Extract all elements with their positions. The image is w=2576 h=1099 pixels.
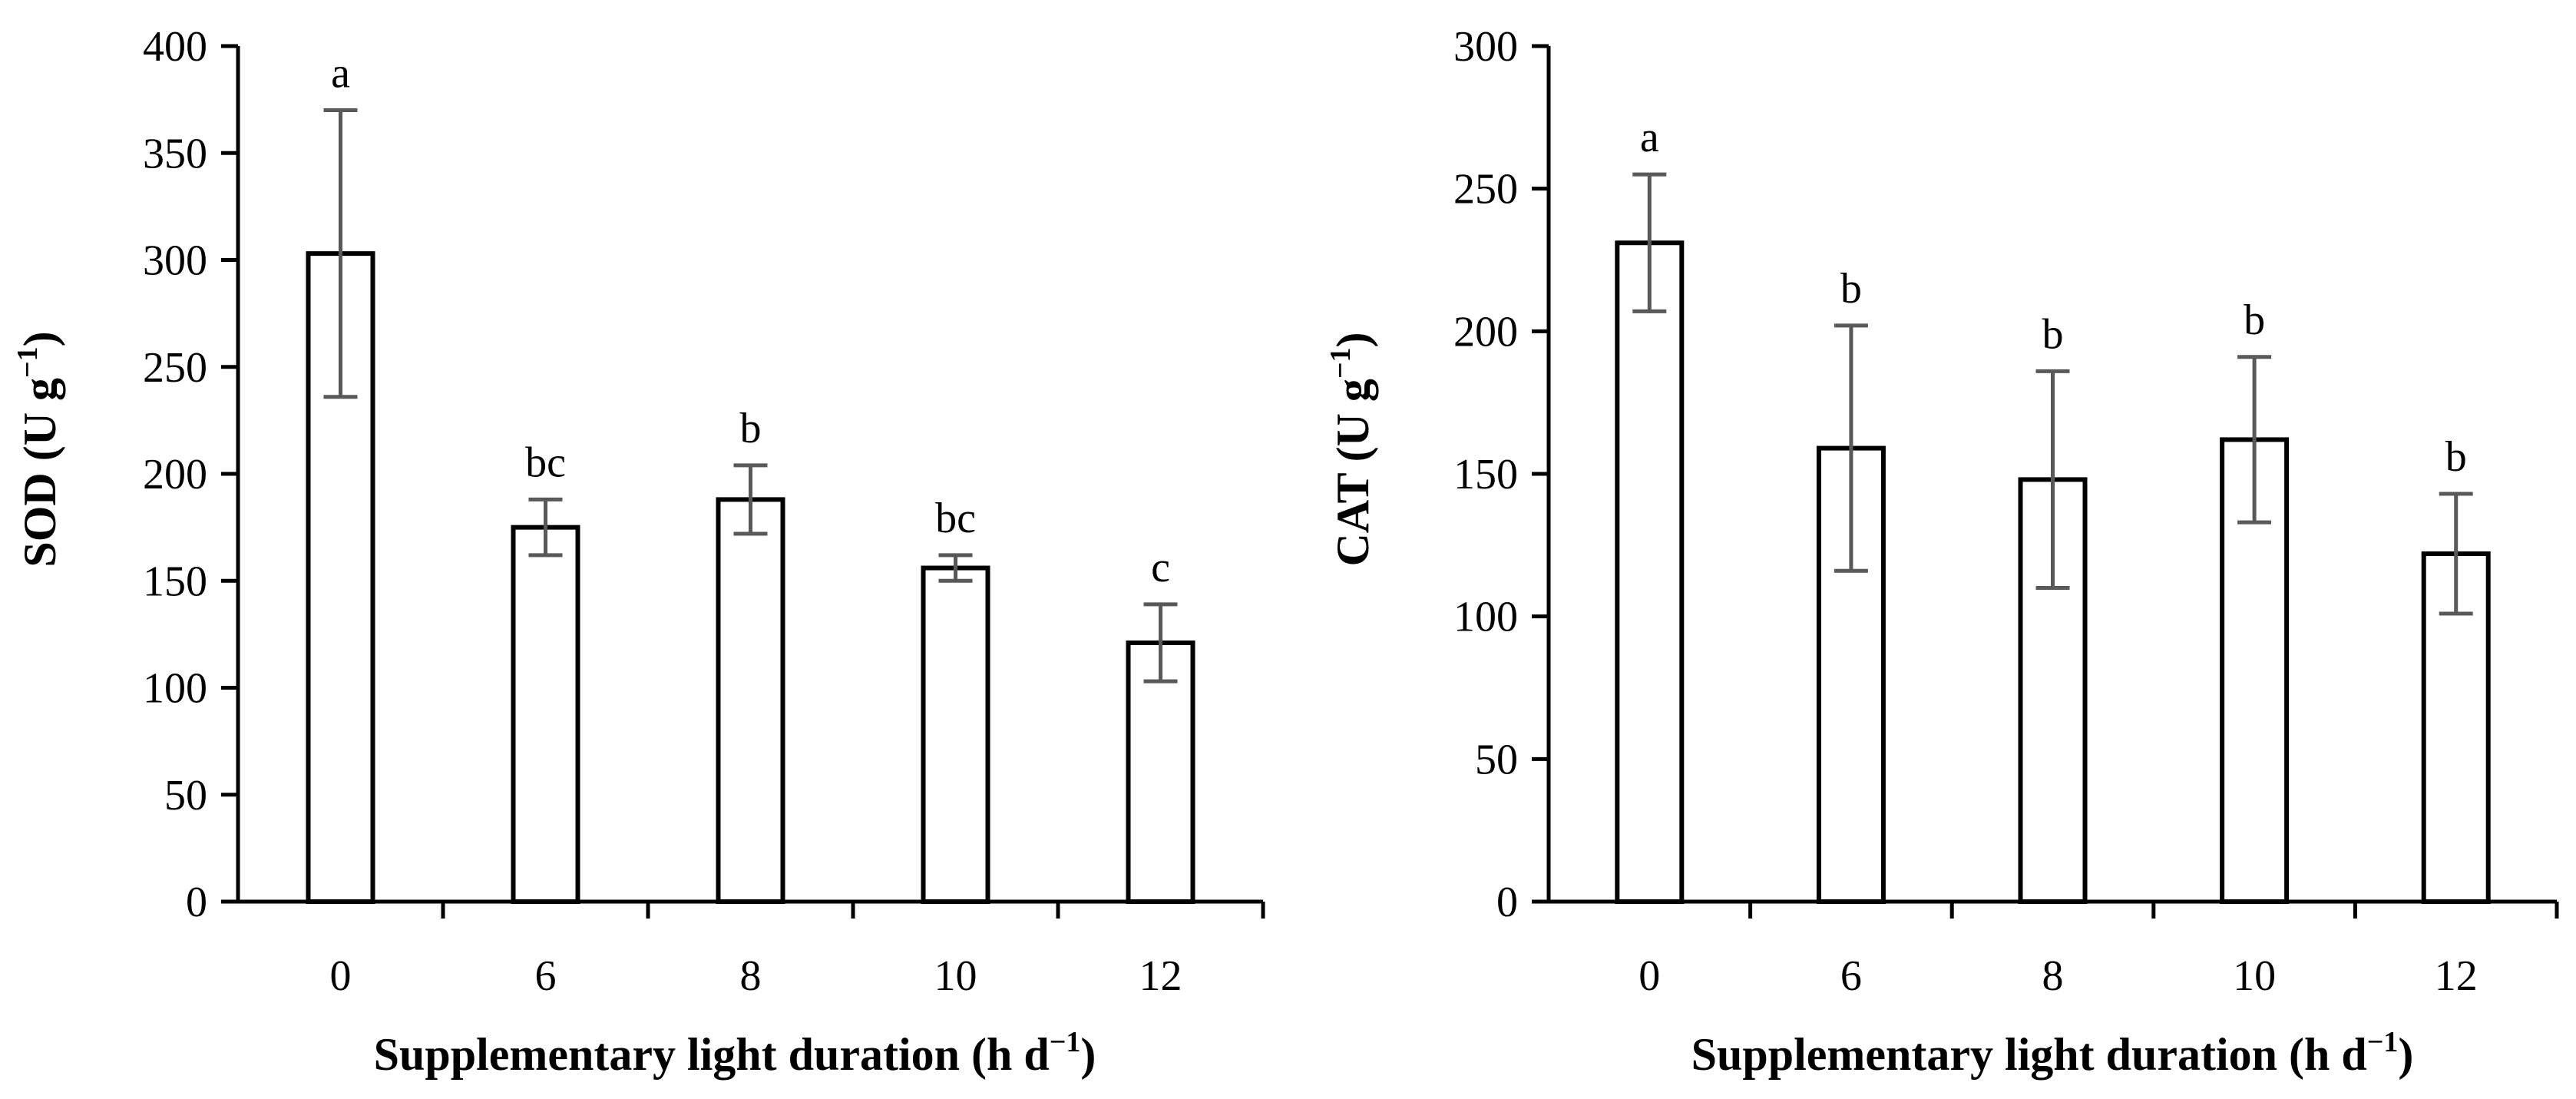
sod-y-tick-label: 0	[186, 879, 207, 926]
sod-bar-0	[306, 251, 375, 904]
cat-x-tick-label-8: 8	[2042, 952, 2064, 1000]
sod-significance-letter-10: bc	[935, 495, 976, 542]
sod-bar-8	[716, 497, 785, 904]
sod-y-tick-label: 50	[164, 772, 207, 819]
sod-y-tick-label: 300	[143, 237, 207, 285]
sod-y-tick-label: 400	[143, 23, 207, 71]
sod-y-tick-label: 150	[143, 558, 207, 605]
cat-significance-letter-0: a	[1640, 114, 1659, 161]
sod-significance-letter-8: b	[740, 405, 762, 452]
cat-y-tick-label: 0	[1496, 879, 1518, 926]
sod-x-tick-label-0: 0	[330, 952, 352, 1000]
sod-y-tick-label: 100	[143, 665, 207, 713]
sod-significance-letter-0: a	[331, 50, 350, 98]
sod-bar-6	[511, 525, 580, 904]
sod-y-tick-label: 250	[143, 344, 207, 392]
cat-y-tick-label: 300	[1453, 23, 1518, 71]
sod-y-tick-label: 200	[143, 451, 207, 498]
sod-x-axis-title: Supplementary light duration (h d−1)	[374, 1026, 1096, 1080]
cat-significance-letter-8: b	[2042, 310, 2064, 358]
cat-x-tick-label-12: 12	[2435, 952, 2478, 1000]
cat-y-tick-label: 250	[1453, 166, 1518, 214]
sod-y-axis-title: SOD (U g−1)	[12, 331, 65, 567]
cat-y-tick-label: 50	[1475, 736, 1518, 783]
sod-chart-panel: SOD (U g−1) Supplementary light duration…	[12, 23, 1265, 1080]
sod-x-tick-label-10: 10	[934, 952, 977, 1000]
cat-significance-letter-6: b	[1840, 265, 1862, 313]
sod-bar-10	[921, 565, 990, 904]
cat-x-tick-label-0: 0	[1639, 952, 1660, 1000]
sod-significance-letter-6: bc	[525, 439, 566, 486]
sod-x-tick-label-8: 8	[740, 952, 762, 1000]
sod-x-tick-label-12: 12	[1139, 952, 1182, 1000]
cat-y-axis-title: CAT (U g−1)	[1324, 332, 1378, 566]
cat-x-tick-label-6: 6	[1840, 952, 1862, 1000]
cat-y-tick-label: 200	[1453, 308, 1518, 356]
cat-chart-panel: CAT (U g−1) Supplementary light duration…	[1324, 23, 2559, 1080]
cat-x-tick-label-10: 10	[2233, 952, 2276, 1000]
cat-bar-6	[1816, 445, 1886, 904]
cat-significance-letter-10: b	[2244, 296, 2265, 344]
cat-bar-0	[1615, 240, 1685, 905]
cat-significance-letter-12: b	[2445, 433, 2467, 481]
sod-bar-12	[1126, 641, 1195, 904]
cat-y-tick-label: 100	[1453, 594, 1518, 641]
sod-y-tick-label: 350	[143, 130, 207, 177]
cat-y-tick-label: 150	[1453, 451, 1518, 498]
cat-x-axis-title: Supplementary light duration (h d−1)	[1691, 1026, 2414, 1080]
sod-significance-letter-12: c	[1151, 544, 1170, 591]
sod-x-tick-label-6: 6	[535, 952, 557, 1000]
